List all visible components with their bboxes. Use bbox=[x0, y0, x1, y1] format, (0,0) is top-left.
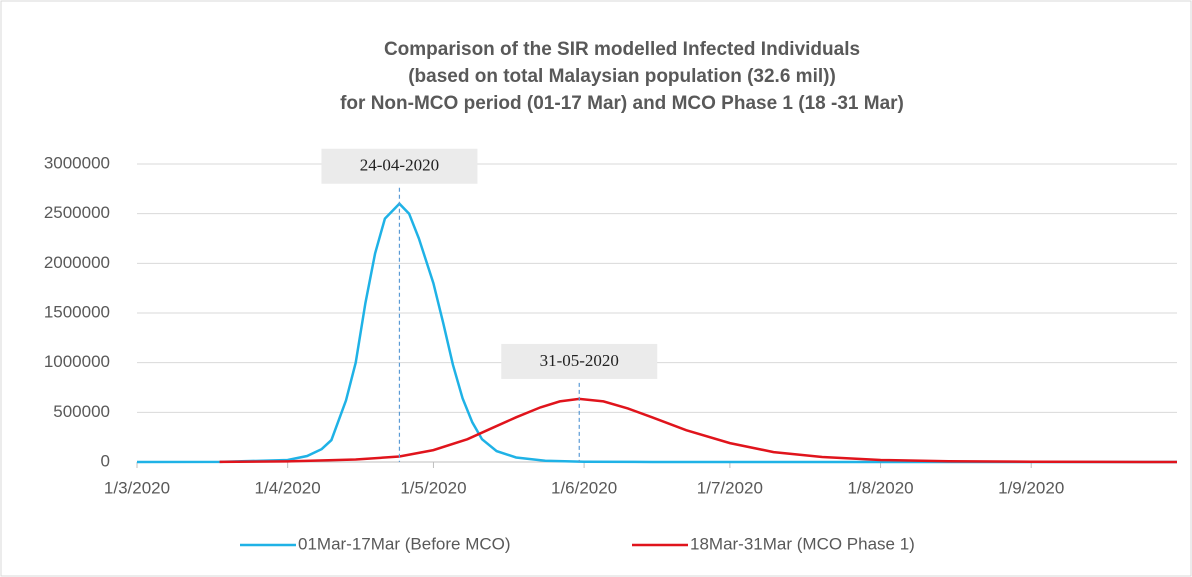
y-tick-label: 1000000 bbox=[44, 352, 110, 371]
y-tick-label: 0 bbox=[101, 451, 110, 470]
y-tick-label: 2000000 bbox=[44, 253, 110, 272]
y-tick-label: 3000000 bbox=[44, 153, 110, 172]
annotation-label: 24-04-2020 bbox=[360, 156, 439, 175]
chart-title: (based on total Malaysian population (32… bbox=[408, 66, 836, 87]
y-tick-label: 1500000 bbox=[44, 302, 110, 321]
x-tick-label: 1/8/2020 bbox=[847, 478, 913, 497]
x-tick-label: 1/6/2020 bbox=[551, 478, 617, 497]
legend-label: 18Mar-31Mar (MCO Phase 1) bbox=[690, 534, 915, 553]
x-tick-label: 1/3/2020 bbox=[104, 478, 170, 497]
legend-label: 01Mar-17Mar (Before MCO) bbox=[298, 534, 511, 553]
x-tick-label: 1/4/2020 bbox=[255, 478, 321, 497]
chart-title: for Non-MCO period (01-17 Mar) and MCO P… bbox=[340, 93, 904, 114]
x-tick-label: 1/9/2020 bbox=[998, 478, 1064, 497]
x-tick-label: 1/7/2020 bbox=[697, 478, 763, 497]
y-tick-label: 2500000 bbox=[44, 203, 110, 222]
series-line bbox=[136, 201, 1177, 464]
annotation-box bbox=[321, 148, 478, 184]
y-tick-label: 500000 bbox=[53, 402, 110, 421]
chart-title: Comparison of the SIR modelled Infected … bbox=[384, 39, 860, 60]
x-tick-label: 1/5/2020 bbox=[400, 478, 466, 497]
annotation-label: 31-05-2020 bbox=[540, 351, 619, 370]
annotation-box bbox=[501, 343, 658, 379]
series-line bbox=[219, 397, 1178, 464]
